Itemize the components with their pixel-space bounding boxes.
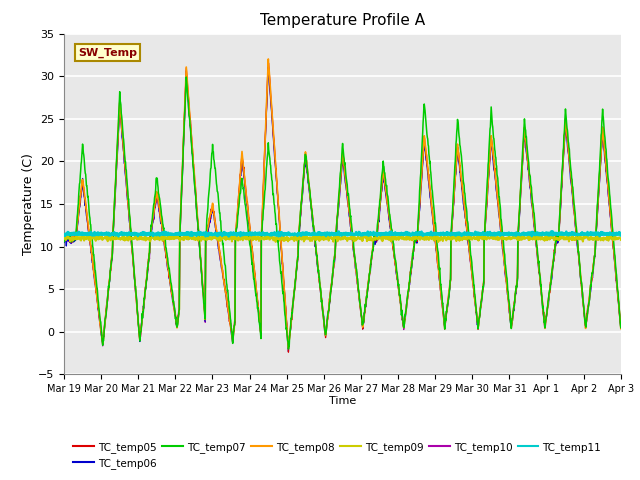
TC_temp08 — [60, 235, 68, 240]
TC_temp08 — [502, 278, 510, 284]
TC_temp06 — [246, 233, 254, 239]
TC_temp10 — [429, 222, 437, 228]
TC_temp05 — [170, 305, 178, 311]
TC_temp08 — [264, 56, 272, 62]
TC_temp09 — [435, 239, 442, 245]
Legend: TC_temp05, TC_temp06, TC_temp07, TC_temp08, TC_temp09, TC_temp10, TC_temp11: TC_temp05, TC_temp06, TC_temp07, TC_temp… — [69, 438, 605, 473]
TC_temp07 — [60, 236, 68, 242]
TC_temp05 — [617, 323, 625, 328]
TC_temp05 — [246, 226, 254, 232]
TC_temp05 — [60, 232, 68, 238]
TC_temp07 — [182, 74, 190, 80]
X-axis label: Time: Time — [329, 396, 356, 406]
TC_temp08 — [246, 228, 254, 234]
TC_temp05 — [184, 86, 191, 92]
TC_temp07 — [552, 241, 559, 247]
Line: TC_temp09: TC_temp09 — [64, 234, 621, 242]
TC_temp11 — [552, 230, 559, 236]
TC_temp08 — [429, 220, 437, 226]
TC_temp05 — [429, 219, 437, 225]
TC_temp06 — [552, 244, 559, 250]
Y-axis label: Temperature (C): Temperature (C) — [22, 153, 35, 255]
TC_temp10 — [285, 344, 292, 350]
TC_temp10 — [502, 277, 510, 283]
TC_temp06 — [617, 325, 625, 331]
TC_temp11 — [548, 228, 556, 234]
TC_temp11 — [429, 230, 437, 236]
TC_temp09 — [429, 233, 436, 239]
TC_temp10 — [60, 237, 68, 243]
TC_temp11 — [60, 232, 68, 238]
TC_temp10 — [246, 229, 254, 235]
TC_temp09 — [617, 237, 625, 242]
TC_temp09 — [458, 231, 466, 237]
TC_temp08 — [285, 345, 292, 350]
TC_temp07 — [617, 325, 625, 331]
TC_temp10 — [170, 304, 178, 310]
TC_temp07 — [184, 97, 192, 103]
TC_temp07 — [285, 346, 292, 352]
TC_temp05 — [285, 349, 292, 355]
TC_temp07 — [502, 270, 510, 276]
TC_temp06 — [184, 92, 191, 98]
TC_temp10 — [552, 243, 559, 249]
TC_temp11 — [171, 231, 179, 237]
TC_temp08 — [552, 241, 559, 247]
TC_temp11 — [115, 233, 122, 239]
Line: TC_temp11: TC_temp11 — [64, 231, 621, 236]
TC_temp06 — [285, 348, 292, 354]
TC_temp11 — [502, 230, 509, 236]
TC_temp10 — [264, 62, 272, 68]
TC_temp11 — [617, 232, 625, 238]
TC_temp09 — [246, 234, 254, 240]
TC_temp10 — [184, 92, 191, 97]
TC_temp09 — [552, 237, 559, 242]
TC_temp09 — [170, 236, 178, 241]
Line: TC_temp06: TC_temp06 — [64, 67, 621, 351]
TC_temp06 — [170, 307, 178, 312]
TC_temp05 — [502, 279, 510, 285]
Line: TC_temp10: TC_temp10 — [64, 65, 621, 347]
Line: TC_temp07: TC_temp07 — [64, 77, 621, 349]
TC_temp05 — [552, 245, 559, 251]
TC_temp06 — [264, 64, 272, 70]
TC_temp11 — [246, 231, 254, 237]
TC_temp08 — [170, 307, 178, 313]
TC_temp09 — [60, 234, 68, 240]
TC_temp09 — [184, 232, 191, 238]
TC_temp07 — [170, 304, 178, 310]
TC_temp09 — [502, 237, 510, 243]
TC_temp07 — [246, 244, 254, 250]
Title: Temperature Profile A: Temperature Profile A — [260, 13, 425, 28]
TC_temp05 — [264, 60, 272, 66]
TC_temp08 — [184, 85, 191, 91]
Line: TC_temp05: TC_temp05 — [64, 63, 621, 352]
TC_temp11 — [184, 231, 192, 237]
TC_temp10 — [617, 324, 625, 330]
Text: SW_Temp: SW_Temp — [78, 48, 137, 58]
TC_temp06 — [429, 222, 437, 228]
Line: TC_temp08: TC_temp08 — [64, 59, 621, 348]
TC_temp08 — [617, 326, 625, 332]
TC_temp07 — [429, 200, 437, 206]
TC_temp06 — [502, 277, 510, 283]
TC_temp06 — [60, 238, 68, 243]
